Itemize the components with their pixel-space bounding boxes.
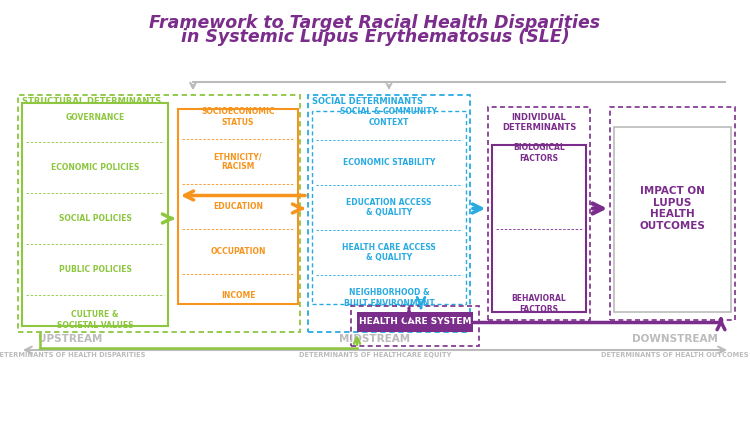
Text: ECONOMIC POLICIES: ECONOMIC POLICIES — [51, 163, 140, 172]
Text: Framework to Target Racial Health Disparities: Framework to Target Racial Health Dispar… — [149, 14, 601, 32]
Bar — [351, 306, 479, 346]
Bar — [312, 111, 466, 304]
Text: UPSTREAM: UPSTREAM — [38, 334, 102, 344]
Text: INCOME: INCOME — [220, 292, 255, 300]
Text: ECONOMIC STABILITY: ECONOMIC STABILITY — [343, 158, 435, 167]
Bar — [308, 95, 470, 332]
Text: HEALTH CARE SYSTEM: HEALTH CARE SYSTEM — [358, 317, 471, 327]
Text: NEIGHBORHOOD &
BUILT ENVIRONMENT: NEIGHBORHOOD & BUILT ENVIRONMENT — [344, 288, 434, 308]
Bar — [18, 95, 300, 332]
Bar — [488, 107, 590, 320]
Text: EDUCATION: EDUCATION — [213, 202, 263, 211]
Bar — [614, 127, 731, 312]
Text: IMPACT ON
LUPUS
HEALTH
OUTCOMES: IMPACT ON LUPUS HEALTH OUTCOMES — [640, 186, 706, 231]
Text: SOCIAL & COMMUNITY
CONTEXT: SOCIAL & COMMUNITY CONTEXT — [340, 107, 437, 127]
Bar — [610, 107, 735, 320]
Text: SOCIAL POLICIES: SOCIAL POLICIES — [58, 214, 131, 223]
Text: OCCUPATION: OCCUPATION — [210, 247, 266, 256]
Text: GOVERNANCE: GOVERNANCE — [65, 113, 125, 122]
Text: BEHAVIORAL
FACTORS: BEHAVIORAL FACTORS — [512, 294, 566, 314]
Text: DETERMINANTS OF HEALTHCARE EQUITY: DETERMINANTS OF HEALTHCARE EQUITY — [298, 352, 452, 358]
Bar — [357, 312, 473, 332]
Text: HEALTH CARE ACCESS
& QUALITY: HEALTH CARE ACCESS & QUALITY — [342, 243, 436, 262]
Text: ETHNICITY/
RACISM: ETHNICITY/ RACISM — [214, 152, 262, 171]
Text: DOWNSTREAM: DOWNSTREAM — [632, 334, 718, 344]
Text: STRUCTURAL DETERMINANTS: STRUCTURAL DETERMINANTS — [22, 97, 161, 106]
Bar — [178, 109, 298, 304]
Text: EDUCATION ACCESS
& QUALITY: EDUCATION ACCESS & QUALITY — [346, 198, 432, 217]
Text: INDIVIDUAL
DETERMINANTS: INDIVIDUAL DETERMINANTS — [502, 113, 576, 133]
Text: CULTURE &
SOCIETAL VALUES: CULTURE & SOCIETAL VALUES — [57, 310, 134, 330]
Bar — [492, 145, 586, 312]
Text: PUBLIC POLICIES: PUBLIC POLICIES — [58, 265, 131, 274]
Text: BIOLOGICAL
FACTORS: BIOLOGICAL FACTORS — [513, 143, 565, 163]
Text: DETERMINANTS OF HEALTH DISPARITIES: DETERMINANTS OF HEALTH DISPARITIES — [0, 352, 146, 358]
Text: MIDSTREAM: MIDSTREAM — [340, 334, 410, 344]
Text: in Systemic Lupus Erythematosus (SLE): in Systemic Lupus Erythematosus (SLE) — [181, 28, 569, 46]
Text: SOCIOECONOMIC
STATUS: SOCIOECONOMIC STATUS — [201, 107, 274, 127]
Text: DETERMINANTS OF HEALTH OUTCOMES: DETERMINANTS OF HEALTH OUTCOMES — [602, 352, 748, 358]
Bar — [22, 103, 168, 326]
Text: SOCIAL DETERMINANTS: SOCIAL DETERMINANTS — [312, 97, 423, 106]
